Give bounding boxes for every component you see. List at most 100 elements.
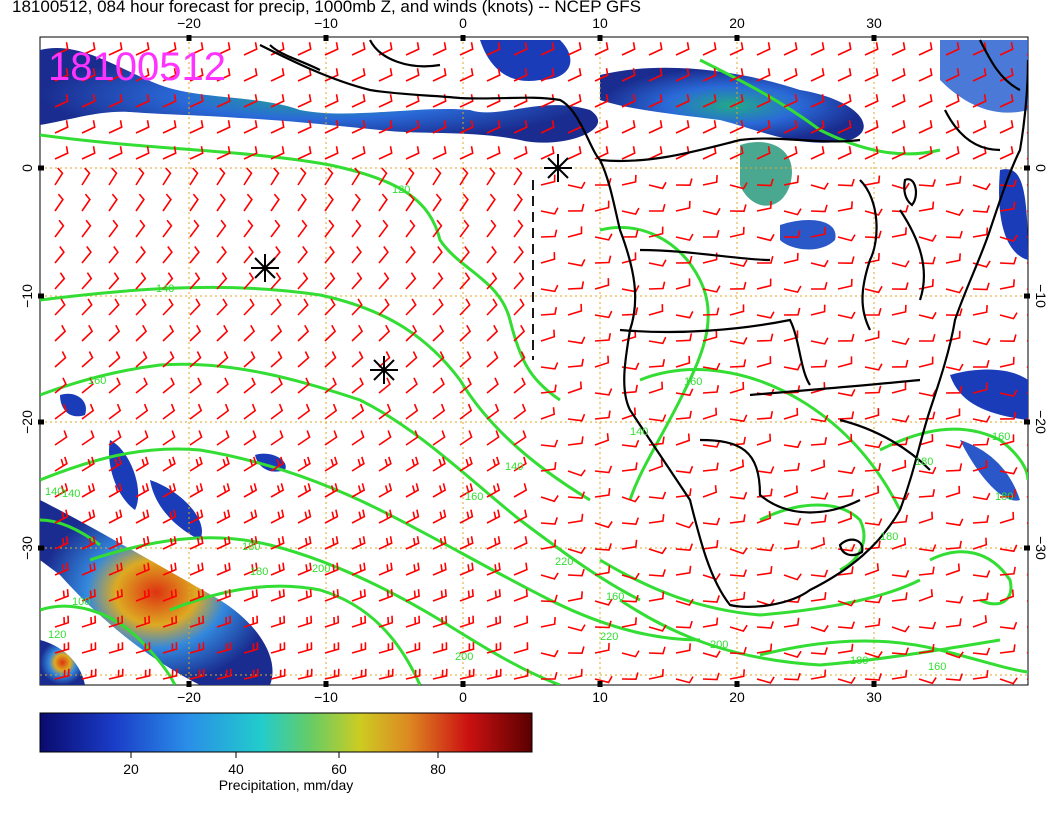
lat-label: −10 — [19, 284, 35, 308]
wind-barb — [540, 174, 556, 186]
wind-barb — [729, 146, 744, 160]
wind-barb — [864, 363, 883, 371]
wind-barb — [108, 483, 123, 498]
wind-barb — [243, 120, 258, 134]
wind-barb — [675, 68, 690, 82]
wind-barb — [918, 644, 935, 654]
wind-barb — [648, 547, 667, 555]
wind-barb — [594, 120, 609, 134]
wind-barb — [729, 381, 745, 394]
wind-barb — [324, 615, 340, 628]
wind-barb — [351, 562, 366, 576]
wind-barb — [216, 615, 232, 628]
wind-barb — [351, 536, 366, 550]
wind-barb — [81, 430, 95, 446]
wind-barb — [81, 146, 96, 160]
wind-barb — [648, 624, 667, 632]
wind-barb — [810, 492, 829, 500]
wind-barb — [783, 285, 802, 294]
wind-barb — [918, 489, 936, 498]
wind-barb — [945, 42, 960, 56]
wind-barb — [891, 537, 907, 550]
wind-barb — [432, 246, 443, 264]
contour-label: 220 — [600, 631, 618, 643]
wind-barb — [405, 167, 415, 186]
wind-barb — [54, 146, 69, 160]
wind-barb — [108, 272, 120, 290]
wind-barb — [567, 259, 586, 267]
wind-barb — [837, 599, 856, 607]
wind-barb — [945, 485, 961, 498]
wind-barb — [405, 272, 417, 290]
wind-barb — [54, 120, 69, 134]
wind-barb — [162, 351, 175, 368]
wind-barb — [324, 483, 339, 498]
wind-barb — [702, 285, 721, 293]
wind-barb — [972, 592, 989, 602]
wind-barb — [702, 120, 717, 134]
wind-barb — [108, 120, 123, 134]
wind-barb — [757, 255, 774, 264]
wind-barb — [972, 337, 991, 346]
wind-barb — [864, 330, 880, 342]
wind-barb — [297, 219, 308, 238]
wind-barb — [378, 272, 390, 290]
wind-barb — [918, 511, 934, 524]
wind-barb — [864, 440, 883, 449]
wind-barb — [999, 256, 1017, 265]
wind-barb — [81, 272, 93, 290]
wind-barb — [297, 536, 312, 550]
wind-barb — [675, 200, 691, 212]
wind-barb — [729, 547, 748, 555]
lat-label: −30 — [1033, 536, 1049, 560]
wind-barb — [864, 673, 882, 681]
wind-barb — [1026, 444, 1028, 447]
wind-barb — [432, 536, 447, 550]
wind-barb — [81, 246, 92, 264]
wind-barb — [189, 377, 202, 394]
wind-barb — [594, 68, 609, 82]
wind-barb — [513, 642, 529, 654]
contour-label: 180 — [880, 531, 898, 543]
wind-barb — [621, 307, 639, 316]
wind-barb — [54, 562, 69, 576]
colorbar-tick: 20 — [123, 761, 139, 777]
wind-barb — [540, 68, 555, 82]
wind-barb — [972, 382, 988, 394]
wind-barb — [810, 459, 826, 472]
lon-label: 0 — [459, 689, 467, 705]
wind-barb — [891, 569, 910, 578]
wind-barb — [837, 466, 856, 475]
wind-barb — [675, 333, 693, 342]
wind-barb — [81, 94, 96, 108]
wind-barb — [135, 272, 147, 290]
wind-barb — [594, 675, 613, 684]
contour-label: 160 — [928, 661, 946, 673]
wind-barb — [486, 219, 497, 238]
wind-barb — [702, 68, 717, 82]
wind-barb — [513, 146, 528, 160]
wind-barb — [405, 193, 415, 212]
wind-barb — [351, 430, 365, 446]
wind-barb — [594, 410, 611, 420]
wind-barb — [459, 272, 471, 290]
lon-label: 0 — [459, 15, 467, 31]
wind-barb — [189, 536, 204, 550]
wind-barb — [243, 456, 257, 472]
wind-barb — [135, 219, 146, 238]
wind-barb — [243, 589, 258, 602]
wind-barb — [918, 120, 933, 134]
wind-barb — [108, 509, 123, 524]
wind-barb — [162, 298, 174, 316]
wind-barb — [756, 311, 775, 319]
wind-barb — [756, 411, 774, 420]
wind-barb — [216, 42, 231, 56]
wind-barb — [783, 462, 800, 472]
wind-barb — [540, 229, 558, 238]
wind-barb — [108, 94, 123, 108]
wind-barb — [432, 68, 447, 82]
wind-barb — [324, 193, 334, 212]
wind-barb — [864, 651, 883, 659]
wind-barb — [162, 483, 177, 498]
wind-barb — [810, 437, 828, 446]
